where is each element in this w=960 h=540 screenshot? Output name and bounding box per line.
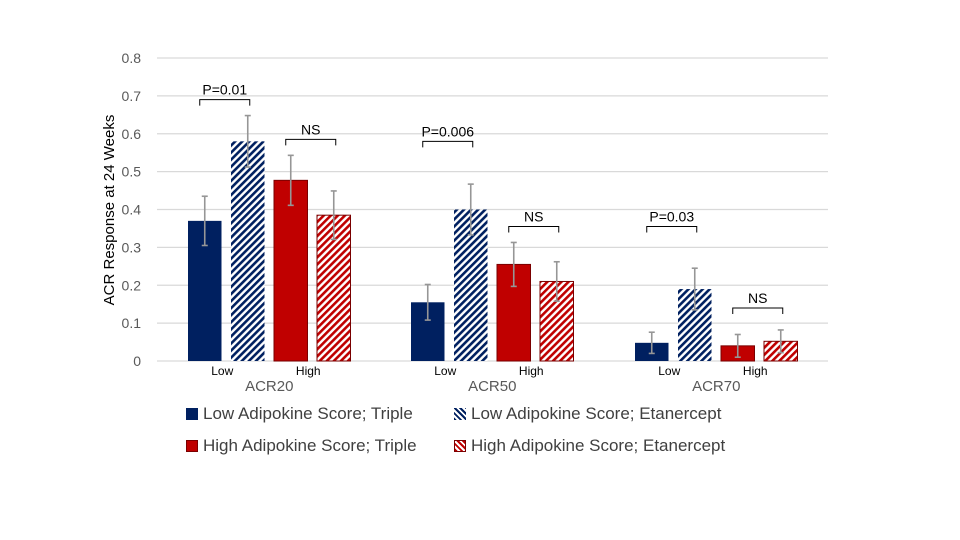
significance-bracket: [422, 140, 474, 148]
subgroup-label-low: Low: [434, 364, 456, 378]
legend-item-low-etanercept: Low Adipokine Score; Etanercept: [454, 404, 721, 424]
legend-label: Low Adipokine Score; Triple: [203, 404, 413, 423]
significance-bracket: [508, 226, 560, 233]
y-tick-label: 0.8: [122, 50, 142, 66]
significance-label: NS: [748, 290, 767, 306]
subgroup-label-high: High: [296, 364, 321, 378]
category-label-acr20: ACR20: [245, 378, 293, 395]
y-tick-label: 0.3: [122, 239, 142, 255]
legend-swatch-hatch-navy: [454, 408, 466, 420]
legend-item-low-triple: Low Adipokine Score; Triple: [186, 404, 413, 424]
y-tick-label: 0: [133, 353, 141, 369]
y-tick-label: 0.6: [122, 126, 142, 142]
y-axis-ticks: 0 0.1 0.2 0.3 0.4 0.5 0.6 0.7 0.8: [122, 50, 142, 369]
gridlines: [157, 57, 828, 362]
legend-label: Low Adipokine Score; Etanercept: [471, 404, 722, 423]
category-label-acr70: ACR70: [692, 378, 740, 395]
y-tick-label: 0.5: [122, 164, 142, 180]
significance-label: P=0.01: [202, 82, 247, 98]
significance-bracket: [285, 138, 337, 146]
significance-annotations: P=0.01 NS P=0.006 NS P=0.03 NS: [199, 82, 784, 314]
significance-label: P=0.03: [649, 209, 694, 225]
error-bars: [201, 114, 784, 359]
legend-item-high-triple: High Adipokine Score; Triple: [186, 436, 417, 456]
significance-bracket: [199, 99, 251, 106]
significance-label: NS: [301, 121, 320, 137]
legend-label: High Adipokine Score; Etanercept: [471, 436, 726, 455]
y-tick-label: 0.4: [122, 202, 142, 218]
category-label-acr50: ACR50: [468, 378, 516, 395]
y-tick-label: 0.1: [122, 315, 142, 331]
y-axis-label: ACR Response at 24 Weeks: [101, 115, 118, 306]
legend-swatch-solid-red: [186, 440, 198, 452]
bars: [188, 141, 798, 362]
subgroup-label-low: Low: [658, 364, 680, 378]
bar-acr20-series-2: [273, 179, 308, 362]
subgroup-label-low: Low: [211, 364, 233, 378]
y-tick-label: 0.2: [122, 277, 142, 293]
subgroup-label-high: High: [743, 364, 768, 378]
bar-acr20-series-1: [231, 141, 265, 361]
legend-swatch-solid-navy: [186, 408, 198, 420]
significance-label: NS: [524, 209, 543, 225]
significance-bracket: [646, 226, 698, 233]
subgroup-label-high: High: [519, 364, 544, 378]
legend-label: High Adipokine Score; Triple: [203, 436, 417, 455]
legend-item-high-etanercept: High Adipokine Score; Etanercept: [454, 436, 725, 456]
significance-bracket: [732, 307, 784, 314]
significance-label: P=0.006: [421, 123, 474, 139]
y-tick-label: 0.7: [122, 88, 142, 104]
legend-swatch-hatch-red: [454, 440, 466, 452]
